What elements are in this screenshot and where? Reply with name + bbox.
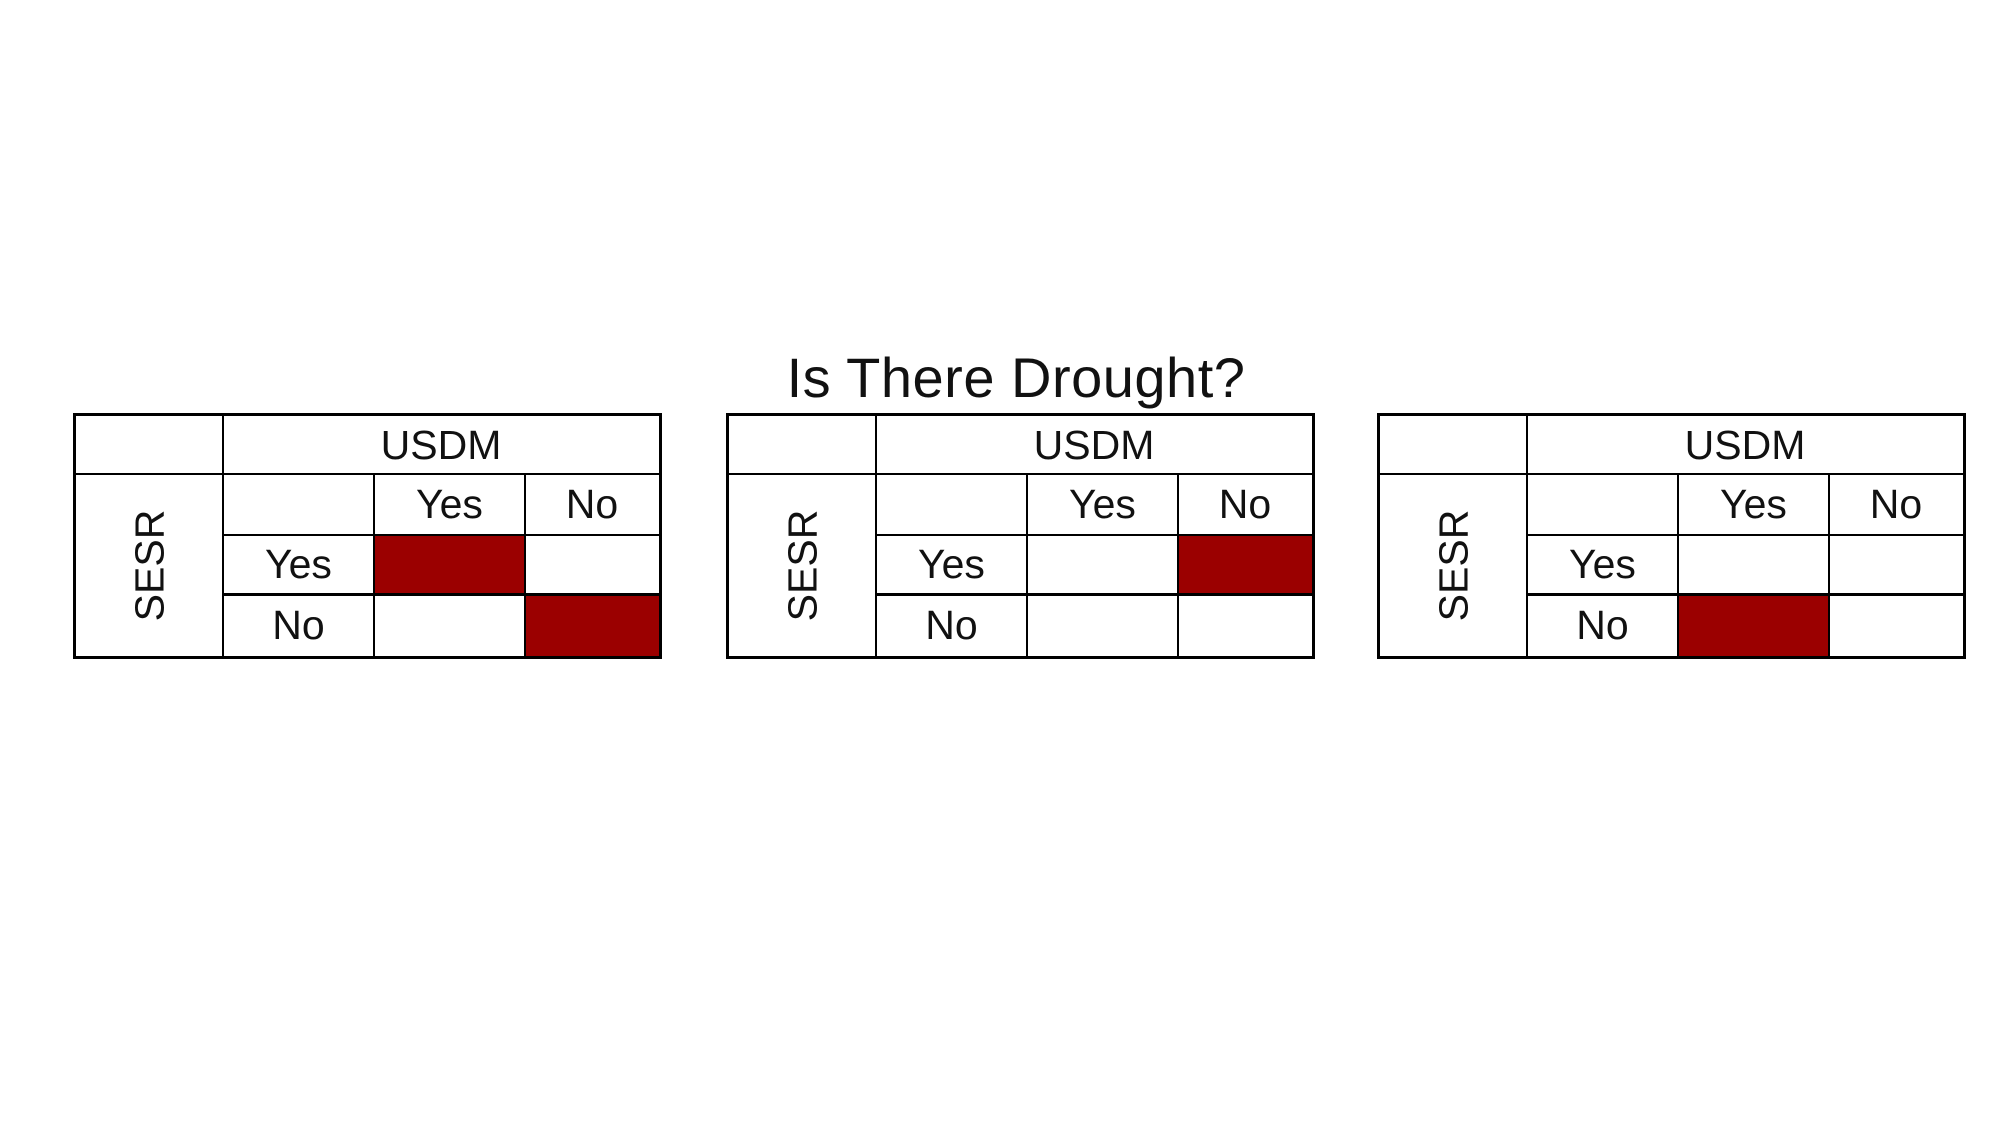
diagram-title: Is There Drought? [786, 346, 1246, 409]
row-label-no-text: No [272, 601, 325, 648]
grid-line [876, 593, 1312, 596]
grid-line [1177, 474, 1179, 656]
usdm-header: USDM [1527, 416, 1963, 474]
col-label-no: No [525, 474, 659, 535]
grid-line [1526, 416, 1528, 656]
grid-line [1527, 534, 1963, 536]
row-label-no: No [223, 594, 374, 656]
col-label-yes-text: Yes [1720, 481, 1787, 527]
sesr-header-text: SESR [779, 509, 825, 621]
highlighted-cell [525, 594, 659, 656]
usdm-header: USDM [223, 416, 659, 474]
grid-line [1026, 474, 1028, 656]
usdm-header-text: USDM [1684, 421, 1806, 468]
sesr-header: SESR [76, 474, 223, 656]
row-label-yes: Yes [223, 535, 374, 594]
col-label-no-text: No [1218, 481, 1272, 527]
grid-line [76, 473, 659, 475]
sesr-header-text: SESR [126, 509, 172, 621]
usdm-header: USDM [876, 416, 1312, 474]
grid-line [524, 474, 526, 656]
grid-line [1380, 473, 1963, 475]
confusion-matrix-2: USDM SESR Yes No Yes No [726, 413, 1315, 659]
row-label-yes: Yes [1527, 535, 1678, 594]
row-label-no-text: No [1576, 601, 1629, 648]
grid-line [223, 593, 659, 596]
grid-line [729, 473, 1312, 475]
usdm-header-text: USDM [1033, 421, 1155, 468]
col-label-no-text: No [1869, 481, 1923, 527]
grid-line [222, 416, 224, 656]
grid-line [1527, 593, 1963, 596]
grid-line [373, 474, 375, 656]
highlighted-cell [1678, 594, 1829, 656]
col-label-yes-text: Yes [416, 481, 483, 527]
sesr-header-text: SESR [1430, 509, 1476, 621]
highlighted-cell [374, 535, 525, 594]
col-label-no-text: No [565, 481, 619, 527]
col-label-no: No [1829, 474, 1963, 535]
confusion-matrix-3: USDM SESR Yes No Yes No [1377, 413, 1966, 659]
grid-line [1828, 474, 1830, 656]
highlighted-cell [1178, 535, 1312, 594]
grid-line [1677, 474, 1679, 656]
col-label-no: No [1178, 474, 1312, 535]
row-label-no: No [876, 594, 1027, 656]
row-label-yes-text: Yes [265, 541, 332, 587]
row-label-no-text: No [925, 601, 978, 648]
usdm-header-text: USDM [380, 421, 502, 468]
row-label-yes: Yes [876, 535, 1027, 594]
sesr-header: SESR [1380, 474, 1527, 656]
grid-line [875, 416, 877, 656]
confusion-matrix-1: USDM SESR Yes No Yes No [73, 413, 662, 659]
sesr-header: SESR [729, 474, 876, 656]
col-label-yes: Yes [1678, 474, 1829, 535]
row-label-no: No [1527, 594, 1678, 656]
row-label-yes-text: Yes [1569, 541, 1636, 587]
row-label-yes-text: Yes [918, 541, 985, 587]
grid-line [876, 534, 1312, 536]
col-label-yes-text: Yes [1069, 481, 1136, 527]
col-label-yes: Yes [374, 474, 525, 535]
col-label-yes: Yes [1027, 474, 1178, 535]
grid-line [223, 534, 659, 536]
